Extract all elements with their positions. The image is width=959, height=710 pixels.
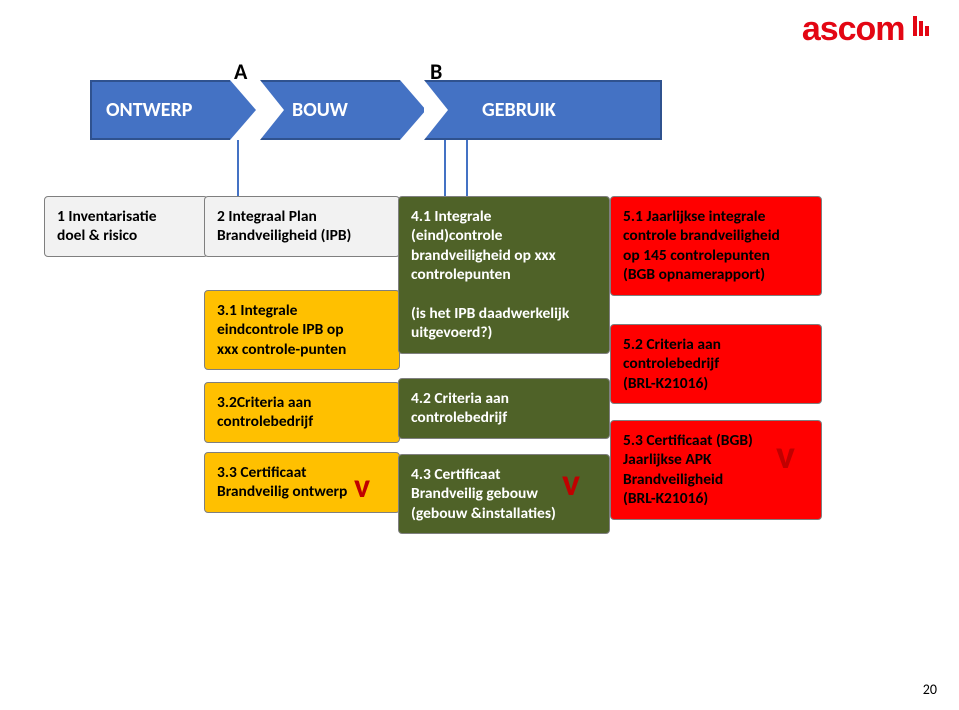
box-5-3-text: 5.3 Certificaat (BGB) Jaarlijkse APK Bra… xyxy=(623,431,753,508)
phase-gebruik-label: GEBRUIK xyxy=(482,98,556,122)
box-3-1-text: 3.1 Integrale eindcontrole IPB op xxx co… xyxy=(217,301,346,359)
box-5-1: 5.1 Jaarlijkse integrale controle brandv… xyxy=(610,196,822,296)
box-1-inventarisatie: 1 Inventarisatie doel & risico xyxy=(44,196,208,257)
box-3-3-text: 3.3 Certificaat Brandveilig ontwerp xyxy=(217,463,347,501)
checkmark-icon: v xyxy=(562,460,580,506)
box-3-3: 3.3 Certificaat Brandveilig ontwerp xyxy=(204,452,400,513)
page-number: 20 xyxy=(923,681,937,698)
checkmark-icon: v xyxy=(354,466,370,507)
box-4-3-text: 4.3 Certificaat Brandveilig gebouw (gebo… xyxy=(411,465,556,523)
box-5-2: 5.2 Criteria aan controlebedrijf (BRL-K2… xyxy=(610,324,822,404)
box-2-ipb: 2 Integraal Plan Brandveiligheid (IPB) xyxy=(204,196,400,257)
box-4-2-text: 4.2 Criteria aan controlebedrijf xyxy=(411,389,509,427)
box-5-1-text: 5.1 Jaarlijkse integrale controle brandv… xyxy=(623,207,780,284)
phase-bouw: BOUW xyxy=(260,82,426,138)
logo-bars-icon xyxy=(911,16,929,36)
logo-ascom: ascom xyxy=(802,10,929,49)
box-2-text: 2 Integraal Plan Brandveiligheid (IPB) xyxy=(217,207,351,245)
connector-b2 xyxy=(466,140,468,196)
phase-bouw-label: BOUW xyxy=(292,98,348,122)
box-5-2-text: 5.2 Criteria aan controlebedrijf (BRL-K2… xyxy=(623,335,721,393)
checkmark-icon: v xyxy=(776,430,795,479)
box-4-1-text: 4.1 Integrale (eind)controle brandveilig… xyxy=(411,207,569,342)
box-3-2: 3.2Criteria aan controlebedrijf xyxy=(204,382,400,443)
phase-gebruik: GEBRUIK xyxy=(424,82,662,138)
box-4-1: 4.1 Integrale (eind)controle brandveilig… xyxy=(398,196,610,354)
diagram-page: ascom A B ONTWERP BOUW GEBRUIK 1 Inventa… xyxy=(0,0,959,710)
logo-text: ascom xyxy=(802,10,905,48)
connector-b1 xyxy=(444,140,446,196)
connector-a xyxy=(237,140,239,196)
box-3-2-text: 3.2Criteria aan controlebedrijf xyxy=(217,393,313,431)
box-3-1: 3.1 Integrale eindcontrole IPB op xxx co… xyxy=(204,290,400,370)
box-4-2: 4.2 Criteria aan controlebedrijf xyxy=(398,378,610,439)
phase-ontwerp: ONTWERP xyxy=(90,82,256,138)
phase-ontwerp-label: ONTWERP xyxy=(106,98,192,122)
box-1-text: 1 Inventarisatie doel & risico xyxy=(57,207,157,245)
